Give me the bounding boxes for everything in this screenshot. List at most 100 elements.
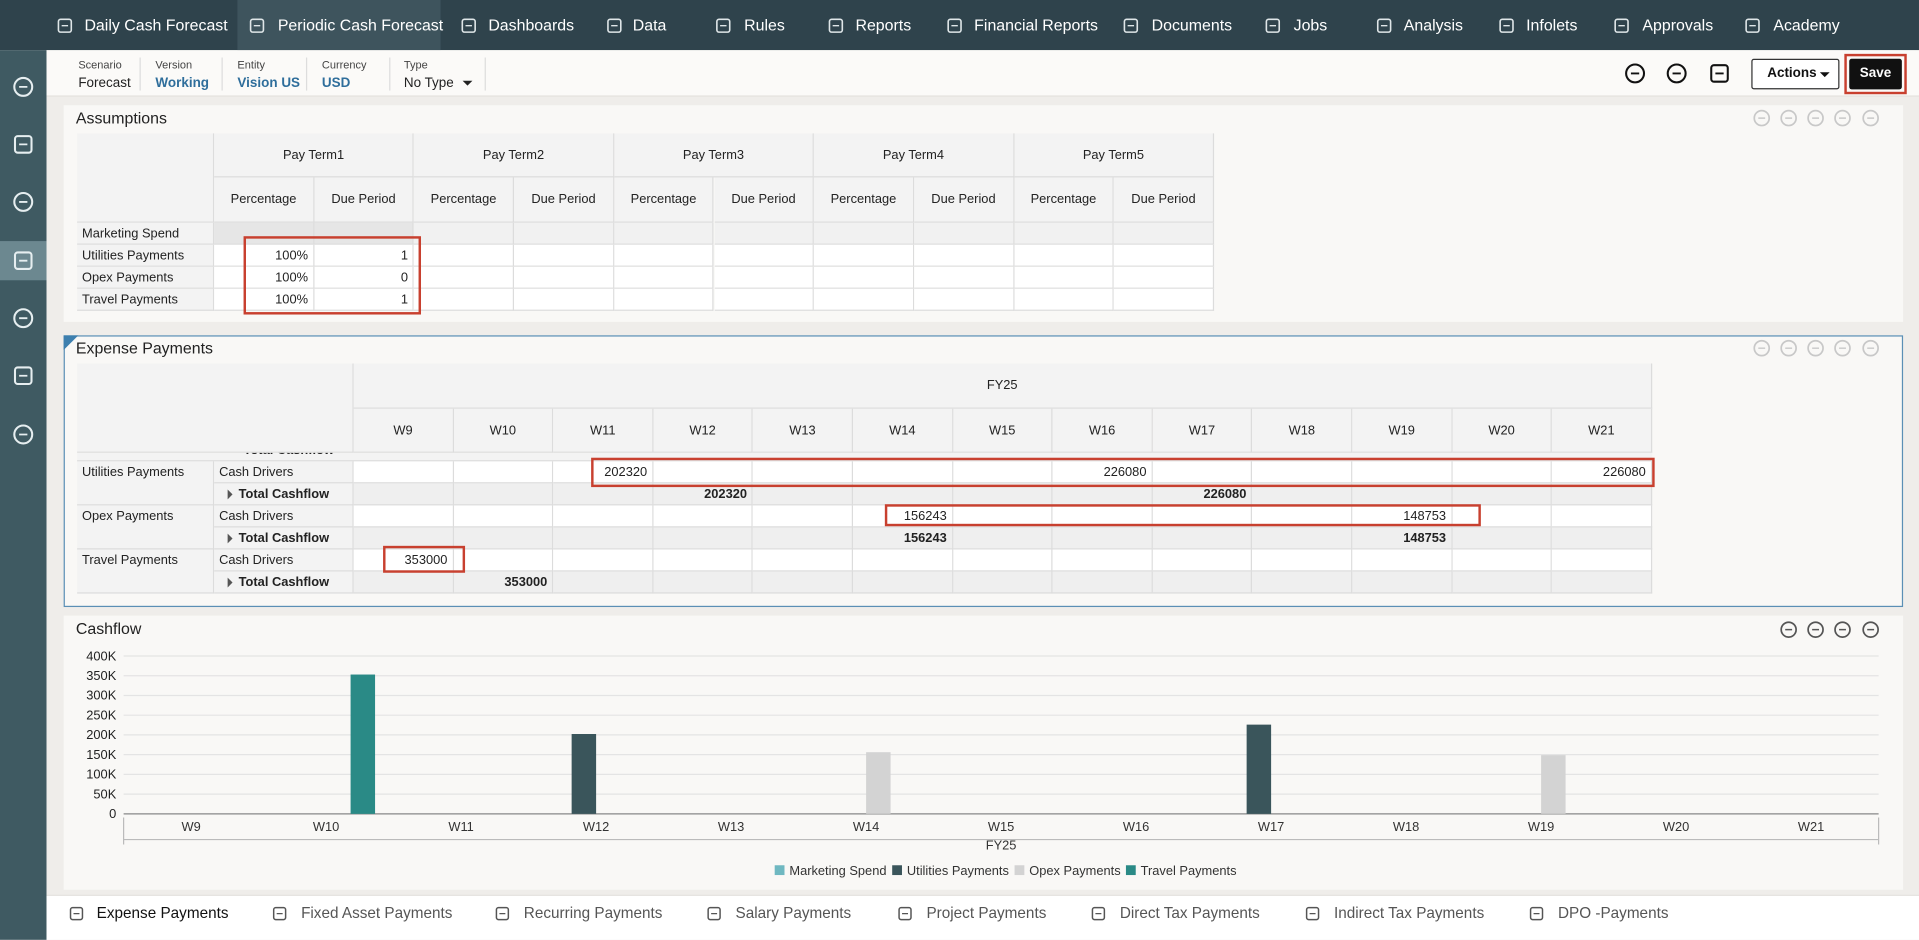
table-cell: [1052, 549, 1153, 572]
x-tick-label: W9: [181, 819, 200, 834]
table-cell: [553, 527, 654, 550]
table-cell: [214, 222, 315, 245]
table-cell: [414, 266, 515, 289]
icon-shape: [947, 18, 962, 33]
icon-shape: [13, 366, 33, 386]
nav-tab[interactable]: Jobs: [1293, 15, 1328, 35]
nav-tab[interactable]: Infolets: [1526, 15, 1578, 35]
icon-shape: [1529, 906, 1543, 920]
nav-icon: [1614, 18, 1629, 33]
table-cell: [414, 288, 515, 311]
highlight-box: [591, 457, 1655, 488]
nav-tab[interactable]: Dashboards: [488, 15, 575, 35]
table-cell: W12: [653, 408, 754, 453]
table-cell: [1452, 549, 1553, 572]
table-cell: Due Period: [314, 177, 415, 223]
table-cell: [453, 483, 554, 506]
nav-tab[interactable]: Reports: [855, 15, 912, 35]
icon-shape: [1499, 18, 1514, 33]
info-button: [1625, 63, 1646, 84]
table-cell: Cash Drivers: [214, 461, 354, 484]
x-tick-label: W20: [1663, 819, 1689, 834]
table-cell: Pay Term5: [1014, 133, 1215, 178]
table-cell: [952, 527, 1053, 550]
x-tick-label: W11: [448, 819, 473, 834]
table-cell: [1452, 505, 1553, 528]
table-cell: 226080: [1552, 461, 1652, 484]
nav-tab[interactable]: Periodic Cash Forecast: [277, 15, 444, 35]
icon-shape: [716, 18, 731, 33]
table-cell: [653, 527, 754, 550]
table-cell: [614, 244, 715, 267]
table-cell: [1114, 222, 1215, 245]
bottom-tab[interactable]: Project Payments: [926, 904, 1047, 922]
pov-value[interactable]: No Type: [403, 75, 454, 91]
table-cell: [1352, 461, 1453, 484]
icon-shape: [1833, 620, 1851, 638]
pov-value[interactable]: Forecast: [78, 75, 131, 91]
pov-separator: [139, 57, 141, 91]
panel-title: Cashflow: [75, 619, 142, 638]
x-axis-label: FY25: [986, 837, 1017, 852]
table-cell: Opex Payments: [77, 505, 215, 550]
actions-button[interactable]: Actions: [1751, 58, 1840, 90]
icon-shape: [13, 191, 34, 212]
table-cell: W15: [952, 408, 1053, 453]
chart: 0 50K 100K 150K 200K 250K 300K 350K 400K W9 W10 W11…: [86, 648, 1880, 878]
bottom-tab[interactable]: Recurring Payments: [523, 904, 663, 922]
bottom-tab[interactable]: Expense Payments: [96, 904, 229, 922]
nav-tab[interactable]: Academy: [1773, 15, 1840, 35]
save-button[interactable]: Save: [1849, 58, 1902, 90]
icon-shape: [1666, 63, 1687, 84]
actions-label[interactable]: Actions: [1767, 66, 1817, 81]
table-cell: [1114, 288, 1215, 311]
table-cell: [1052, 527, 1153, 550]
panel-tool: [1861, 339, 1879, 356]
bottom-tab[interactable]: Fixed Asset Payments: [301, 904, 453, 922]
nav-tab[interactable]: Financial Reports: [974, 15, 1098, 35]
icon-shape: [13, 135, 33, 154]
nav-tab[interactable]: Daily Cash Forecast: [84, 15, 228, 35]
table-cell: [914, 288, 1015, 311]
table-cell: Total Cashflow: [214, 527, 354, 550]
nav-tab[interactable]: Rules: [744, 15, 785, 35]
sidebar-icon: [13, 191, 34, 212]
pov-value[interactable]: Vision US: [237, 75, 301, 91]
bottom-tab[interactable]: Indirect Tax Payments: [1333, 904, 1485, 922]
x-tick-label: W17: [1258, 819, 1284, 834]
nav-tab[interactable]: Analysis: [1403, 15, 1464, 35]
nav-tab[interactable]: Approvals: [1642, 15, 1714, 35]
pov-value[interactable]: USD: [321, 75, 351, 91]
pov-separator: [305, 57, 308, 91]
bottom-tab[interactable]: Direct Tax Payments: [1119, 904, 1260, 922]
icon-shape: [272, 906, 286, 920]
table-cell: [514, 288, 615, 311]
table-cell: FY25: [353, 363, 1652, 409]
x-tick-label: W12: [583, 819, 609, 834]
pov-value[interactable]: Working: [155, 75, 210, 91]
highlight-box: [884, 504, 1481, 527]
icon-shape: [1833, 339, 1851, 356]
highlight-box: [243, 236, 422, 315]
table-cell: [614, 222, 715, 245]
nav-tab[interactable]: Data: [632, 15, 667, 35]
table-cell: Pay Term4: [814, 133, 1015, 178]
table-cell: 1: [314, 288, 415, 311]
icon-shape: [607, 18, 622, 33]
table-cell: [1052, 505, 1153, 528]
nav-icon: [828, 18, 844, 33]
panel-tool: [1806, 620, 1824, 638]
nav-tab[interactable]: Documents: [1151, 15, 1233, 35]
table-cell: 202320: [553, 461, 654, 484]
table-cell: [1552, 571, 1652, 594]
panel-tool: [1752, 109, 1770, 126]
table-cell: [1152, 505, 1253, 528]
nav-icon: [57, 18, 73, 33]
table-cell: [1552, 549, 1652, 572]
table-cell: Due Period: [1114, 177, 1215, 223]
table-cell: Percentage: [414, 177, 515, 223]
bottom-tab[interactable]: DPO -Payments: [1557, 904, 1669, 922]
bottom-tab[interactable]: Salary Payments: [735, 904, 852, 922]
icon-shape: [1376, 18, 1392, 33]
table-cell: [653, 571, 754, 594]
